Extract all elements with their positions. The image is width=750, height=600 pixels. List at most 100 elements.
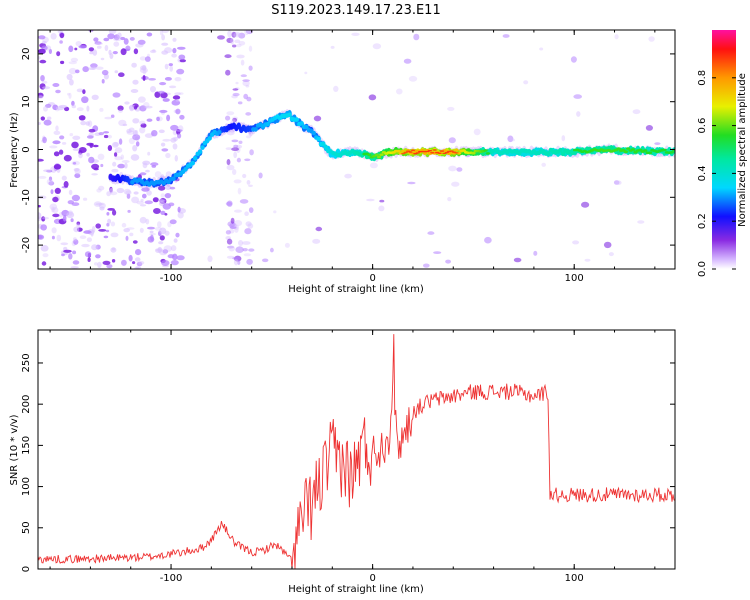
- noise-blob: [159, 30, 164, 36]
- noise-blob: [132, 145, 138, 152]
- spectrogram-x-tick-label: 100: [565, 273, 584, 284]
- snr-axes: -100 0 100 0 50 100 150 200 250: [21, 329, 676, 584]
- noise-blob: [179, 59, 186, 63]
- noise-blob: [142, 75, 146, 81]
- noise-blob: [107, 33, 115, 40]
- noise-blob: [172, 136, 179, 141]
- noise-blob: [81, 96, 89, 104]
- noise-blob: [42, 216, 49, 220]
- noise-blob: [170, 137, 177, 143]
- noise-blob: [511, 138, 515, 142]
- noise-blob: [351, 32, 360, 36]
- noise-blob: [242, 80, 250, 87]
- noise-blob: [164, 63, 169, 70]
- noise-blob: [109, 188, 114, 194]
- noise-blob: [97, 45, 102, 49]
- noise-blob: [160, 193, 165, 199]
- noise-blob: [52, 196, 59, 203]
- noise-blob: [242, 79, 250, 82]
- noise-blob: [231, 31, 237, 38]
- noise-blob: [55, 125, 59, 131]
- noise-blob: [113, 41, 120, 47]
- noise-blob: [108, 30, 117, 35]
- ridge-cell: [616, 147, 621, 150]
- noise-blob: [101, 69, 109, 76]
- noise-blob: [172, 95, 181, 100]
- noise-blob: [179, 114, 185, 120]
- noise-blob: [38, 212, 42, 220]
- colorbar-tick-label: 0.8: [697, 70, 708, 86]
- noise-blob: [226, 238, 233, 245]
- ridge-cell: [379, 153, 384, 156]
- noise-blob: [63, 249, 72, 253]
- ridge-cell: [183, 167, 188, 172]
- noise-blob: [146, 32, 153, 37]
- noise-blob: [52, 83, 60, 87]
- ridge-cell: [623, 150, 628, 153]
- noise-blob: [124, 101, 130, 105]
- noise-blob: [125, 45, 131, 52]
- noise-blob: [126, 227, 135, 230]
- noise-blob: [52, 213, 60, 218]
- noise-blob: [242, 241, 251, 245]
- noise-blob: [73, 226, 80, 233]
- ridge-cell: [667, 147, 672, 153]
- noise-blob: [123, 188, 131, 195]
- noise-blob: [447, 106, 455, 111]
- noise-blob: [107, 134, 112, 139]
- noise-blob: [74, 173, 81, 179]
- noise-blob: [72, 135, 81, 140]
- noise-blob: [244, 211, 249, 216]
- noise-blob: [366, 198, 375, 202]
- noise-blob: [533, 250, 538, 256]
- noise-blob: [122, 123, 128, 127]
- noise-blob: [41, 216, 46, 222]
- noise-blob: [123, 38, 129, 45]
- spectrogram-y-tick-label: -10: [21, 189, 32, 205]
- noise-blob: [240, 59, 245, 66]
- ridge-cell: [171, 176, 176, 181]
- noise-blob: [158, 90, 165, 94]
- noise-blob: [139, 120, 146, 125]
- noise-blob: [164, 77, 172, 81]
- noise-blob: [131, 62, 137, 68]
- noise-blob: [262, 258, 269, 263]
- noise-blob: [107, 208, 115, 211]
- ridge-cell: [401, 152, 406, 155]
- noise-blob: [66, 211, 75, 219]
- snr-y-tick-label: 0: [21, 566, 32, 572]
- noise-blob: [43, 106, 48, 112]
- noise-blob: [248, 248, 255, 252]
- noise-blob: [654, 142, 661, 146]
- noise-blob: [71, 194, 80, 202]
- noise-blob: [38, 158, 44, 162]
- noise-blob: [52, 140, 61, 145]
- ridge-cell: [323, 145, 329, 150]
- noise-blob: [140, 198, 144, 202]
- noise-blob: [112, 209, 117, 216]
- noise-blob: [72, 260, 80, 265]
- noise-blob: [247, 131, 252, 136]
- noise-blob: [72, 148, 80, 152]
- noise-blob: [68, 189, 73, 196]
- spectrogram-x-axis-label: Height of straight line (km): [288, 284, 424, 295]
- noise-blob: [637, 220, 645, 224]
- noise-blob: [40, 116, 45, 121]
- noise-blob: [142, 162, 148, 169]
- ridge-cell: [207, 136, 212, 141]
- noise-blob: [139, 126, 146, 134]
- noise-blob: [237, 101, 243, 105]
- noise-blob: [140, 123, 147, 128]
- noise-blob: [61, 253, 65, 257]
- noise-blob: [71, 104, 77, 109]
- noise-blob: [90, 63, 98, 68]
- noise-blob: [68, 45, 74, 53]
- noise-blob: [539, 47, 544, 51]
- noise-blob: [91, 66, 97, 70]
- noise-blob: [178, 92, 184, 95]
- noise-blob: [74, 47, 78, 51]
- noise-blob: [245, 221, 252, 227]
- noise-blob: [48, 181, 55, 186]
- noise-blob: [175, 108, 181, 115]
